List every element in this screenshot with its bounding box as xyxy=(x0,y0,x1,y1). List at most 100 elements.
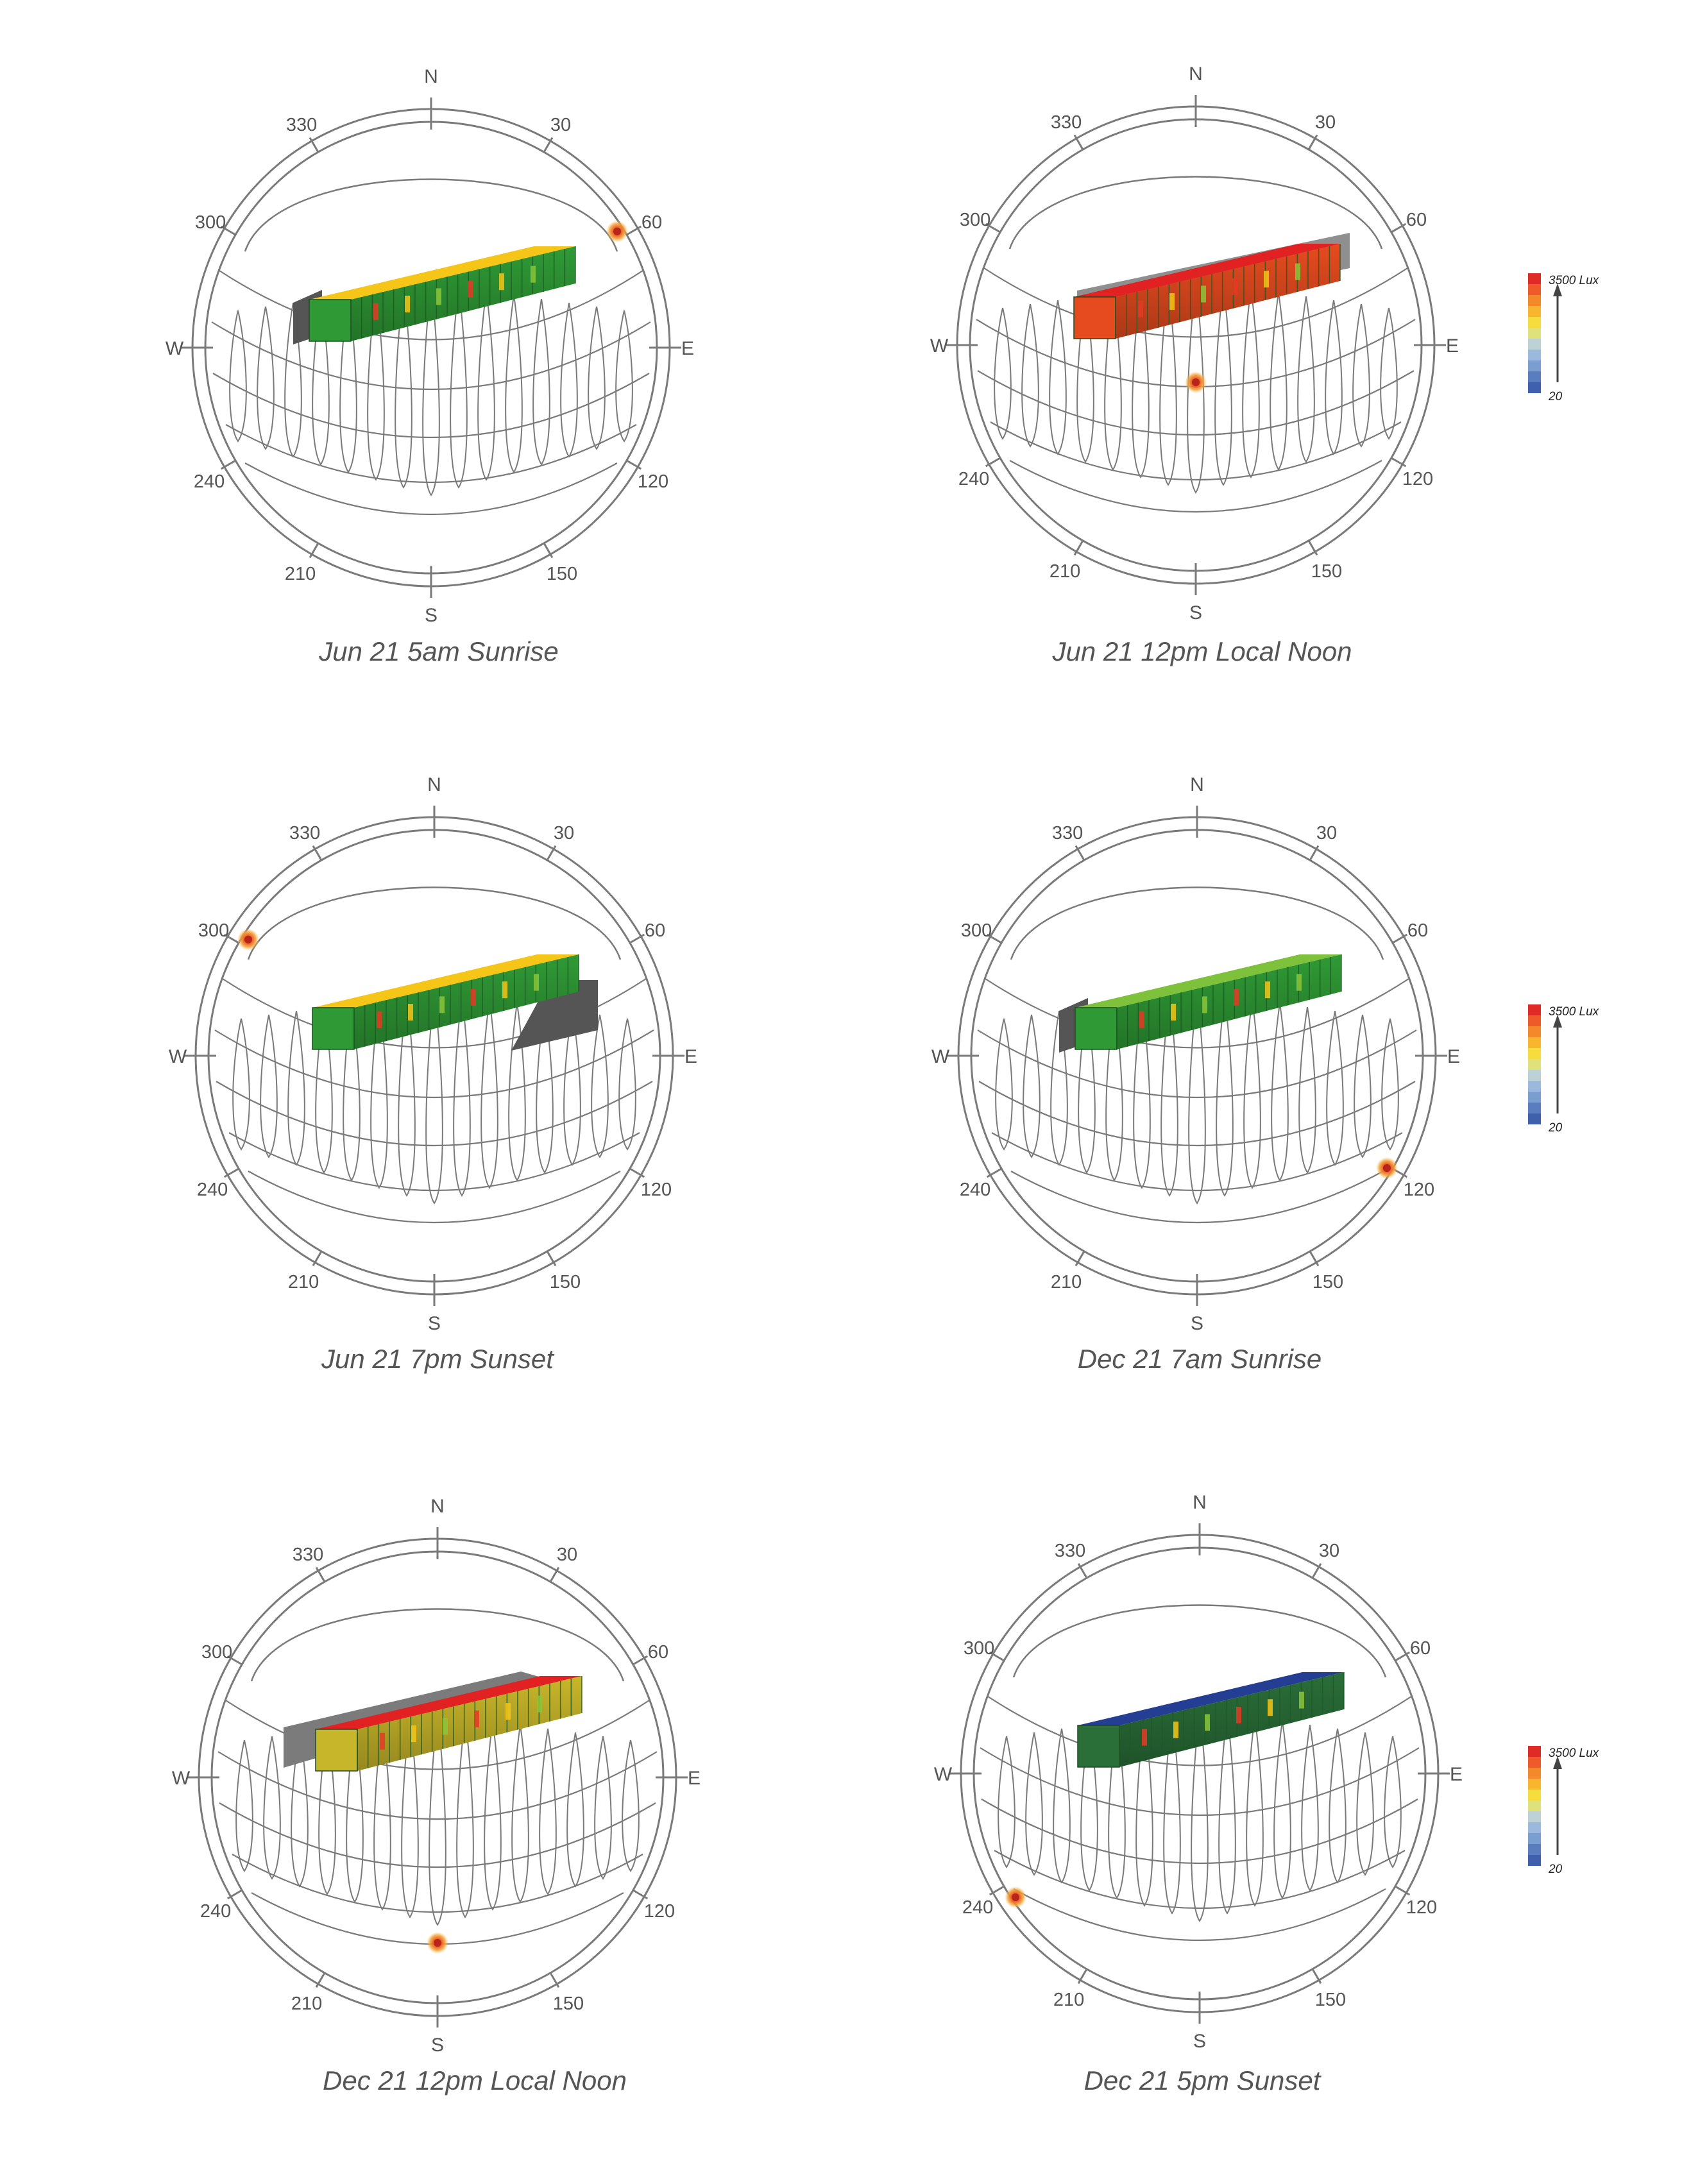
bearing-150-label: 150 xyxy=(547,564,577,584)
sun-core xyxy=(434,1939,441,1947)
legend-swatch xyxy=(1528,350,1541,360)
illuminance-patch xyxy=(1268,1699,1273,1716)
caption-dec-21-sunset: Dec 21 5pm Sunset xyxy=(1084,2065,1322,2095)
sun-path-arc xyxy=(212,373,650,439)
sky-window-edge xyxy=(1010,886,1384,960)
sun-path-arc xyxy=(214,1029,654,1099)
hour-analemma xyxy=(1216,995,1234,1197)
legend-swatch xyxy=(1528,1768,1541,1779)
sun-path-arc xyxy=(219,1802,656,1868)
hour-analemma xyxy=(367,291,385,481)
bearing-330-label: 330 xyxy=(1055,1541,1085,1561)
legend-swatch xyxy=(1528,1103,1541,1113)
legend-swatch xyxy=(1528,1092,1541,1103)
sun-diagram-jun-21-sunset: N E S W 30 60 120 150 210 240 300 330 xyxy=(169,774,697,1334)
bearing-tick xyxy=(549,1972,560,1988)
illuminance-patch xyxy=(439,996,445,1013)
bearing-tick xyxy=(309,137,319,153)
sun-diagram-dec-21-noon: N E S W 30 60 120 150 210 240 300 330 xyxy=(172,1496,701,2056)
bearing-30-label: 30 xyxy=(1315,112,1336,133)
hour-analemma xyxy=(1076,296,1094,463)
east-label: E xyxy=(1446,335,1459,357)
compass-rose xyxy=(947,806,1447,1306)
legend-swatch xyxy=(1528,1800,1541,1811)
hour-analemma xyxy=(560,302,578,458)
legend-swatch xyxy=(1528,1790,1541,1800)
hour-analemma xyxy=(1191,1709,1209,1922)
hour-analemma xyxy=(1298,1006,1316,1174)
hour-analemma xyxy=(456,1716,474,1918)
caption-dec-21-noon: Dec 21 12pm Local Noon xyxy=(323,2065,627,2095)
building-roof xyxy=(1078,1672,1344,1725)
bearing-330-label: 330 xyxy=(1051,112,1082,133)
compass-inner-ring xyxy=(969,118,1423,572)
north-label: N xyxy=(1190,774,1204,795)
hour-analemma xyxy=(1329,1728,1347,1884)
illuminance-patch xyxy=(499,273,504,291)
bearing-tick xyxy=(543,137,554,153)
legend-color-scale xyxy=(1528,1746,1541,1866)
building-end-wall xyxy=(1073,296,1116,339)
bearing-tick xyxy=(985,223,1001,233)
illuminance-patch xyxy=(474,1710,479,1727)
legend-min-label: 20 xyxy=(1548,390,1563,403)
sun-path-arc xyxy=(994,1850,1406,1909)
illuminance-patch xyxy=(1232,278,1237,295)
hour-analemma xyxy=(373,1720,391,1911)
sky-dome-sunpath xyxy=(980,1604,1420,1942)
bearing-tick xyxy=(220,459,236,470)
building-roof xyxy=(1075,954,1341,1008)
compass-rose xyxy=(949,1523,1450,2024)
bearing-120-label: 120 xyxy=(1402,469,1433,489)
hour-analemma xyxy=(588,306,606,450)
bearing-tick xyxy=(986,1167,1002,1178)
hour-analemma xyxy=(1187,280,1205,494)
hour-analemma xyxy=(477,291,495,481)
hour-analemma xyxy=(484,1720,502,1911)
hour-analemma xyxy=(395,287,412,489)
illuminance-patch xyxy=(373,303,378,320)
sun-path-arc xyxy=(211,321,651,391)
hour-analemma xyxy=(1023,1014,1041,1158)
hour-analemma xyxy=(401,1716,419,1918)
bearing-30-label: 30 xyxy=(1319,1541,1339,1561)
bearing-tick xyxy=(315,1566,326,1582)
hour-analemma xyxy=(998,1736,1015,1868)
caption-jun-21-sunset: Jun 21 7pm Sunset xyxy=(321,1344,555,1374)
bearing-150-label: 150 xyxy=(1313,1272,1343,1292)
hour-analemma xyxy=(1301,1724,1319,1892)
legend-max-label: 3500 Lux xyxy=(1549,1005,1600,1019)
south-label: S xyxy=(428,1313,441,1334)
illuminance-patch xyxy=(468,280,473,298)
bearing-tick xyxy=(989,1885,1005,1896)
bearing-330-label: 330 xyxy=(293,1545,323,1565)
sky-dome-sunpath xyxy=(977,886,1417,1224)
hour-analemma xyxy=(422,283,440,496)
bearing-tick xyxy=(1307,134,1318,150)
hour-analemma xyxy=(287,1010,305,1166)
bearing-tick xyxy=(633,1889,649,1900)
legend-min-label: 20 xyxy=(1548,1863,1563,1876)
building-illuminance-model xyxy=(1073,233,1350,339)
building-roof xyxy=(316,1676,582,1729)
legend-swatch xyxy=(1528,1746,1541,1757)
sun-path-arc xyxy=(981,1799,1418,1865)
illuminance-patch xyxy=(443,1718,448,1735)
hour-analemma xyxy=(622,1740,640,1872)
bearing-tick xyxy=(1077,1562,1088,1579)
legend-swatch xyxy=(1528,1757,1541,1768)
compass-rose xyxy=(946,95,1446,595)
hour-analemma xyxy=(594,1736,612,1880)
south-label: S xyxy=(1193,2031,1206,2052)
hour-analemma xyxy=(563,1010,581,1166)
illuminance-patch xyxy=(1139,1011,1144,1028)
legend-swatch xyxy=(1528,1070,1541,1081)
legend-swatch xyxy=(1528,1844,1541,1855)
hour-analemma xyxy=(1163,1713,1181,1915)
illuminance-patch xyxy=(405,296,410,313)
bearing-240-label: 240 xyxy=(194,471,225,492)
building-end-wall xyxy=(1077,1725,1120,1768)
hour-analemma xyxy=(453,995,471,1197)
sun-path-arc xyxy=(980,1747,1420,1816)
legend-swatch xyxy=(1528,1081,1541,1092)
